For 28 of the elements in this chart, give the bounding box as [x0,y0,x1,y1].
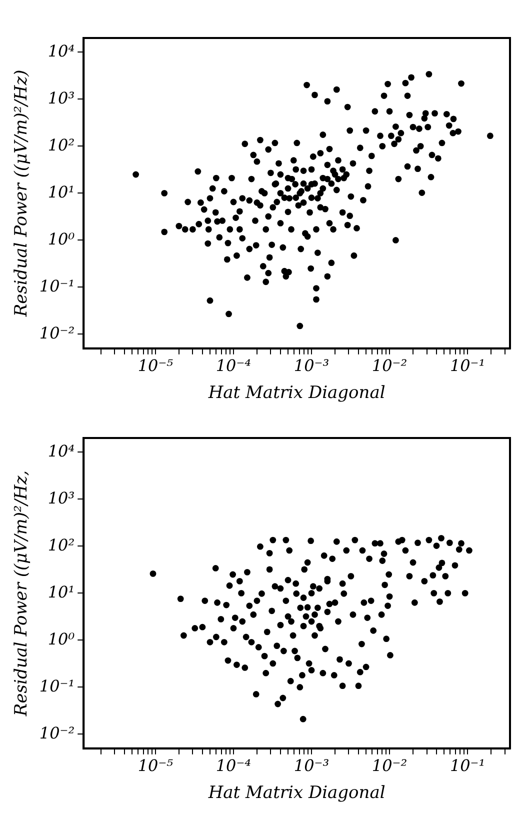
x-axis-title: Hat Matrix Diagonal [207,383,386,404]
y-tick-label: 10⁴ [48,41,75,60]
y-tick-label: 10⁴ [48,441,75,460]
y-tick-label: 10⁰ [48,629,76,648]
y-tick-label: 10⁻² [39,723,75,742]
x-tick-label: 10⁻² [372,756,408,776]
x-tick-label: 10⁻³ [294,356,330,376]
y-tick-label: 10⁻¹ [39,676,75,696]
y-tick-label: 10¹ [48,182,75,202]
x-axis-title: Hat Matrix Diagonal [207,783,386,804]
y-tick-label: 10² [48,535,75,554]
y-tick-label: 10⁻² [39,323,75,342]
x-tick-label: 10⁻¹ [450,356,486,376]
x-tick-label: 10⁻⁴ [216,356,252,376]
x-tick-label: 10⁻⁵ [138,756,174,776]
x-tick-label: 10⁻⁴ [216,756,252,776]
x-tick-label: 10⁻¹ [450,756,486,776]
y-axis-title: Residual Power ((μV/m)²/Hz) [12,70,32,318]
x-tick-label: 10⁻³ [294,756,330,776]
x-tick-label: 10⁻² [372,356,408,376]
y-tick-label: 10⁰ [48,229,76,248]
x-tick-label: 10⁻⁵ [138,356,174,376]
y-tick-label: 10² [48,135,75,154]
y-axis-title: Residual Power ((μV/m)²/Hz, [12,470,32,718]
y-tick-label: 10¹ [48,582,75,602]
y-tick-label: 10³ [48,488,75,508]
y-tick-label: 10³ [48,88,75,108]
y-tick-label: 10⁻¹ [39,276,75,296]
